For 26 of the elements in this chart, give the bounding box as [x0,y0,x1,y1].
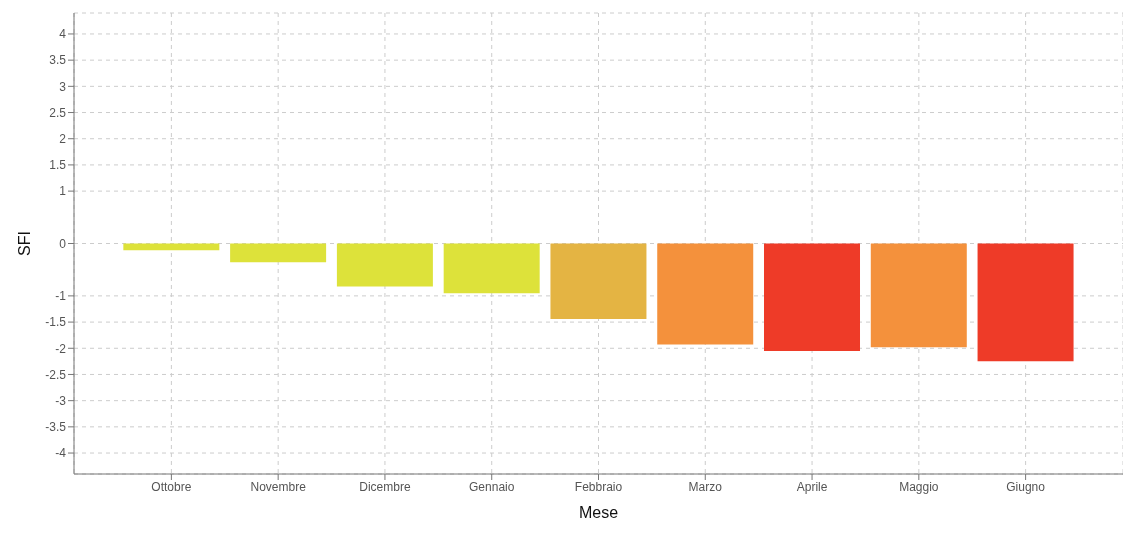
x-tick-label: Novembre [250,479,307,494]
x-tick-label: Maggio [899,479,939,494]
y-tick-label: -2.5 [45,367,67,382]
x-tick-label: Ottobre [151,479,192,494]
y-tick-label: 2.5 [49,105,67,120]
y-tick-label: -1 [55,289,67,304]
x-tick-label: Gennaio [469,479,515,494]
y-tick-label: 0 [59,236,67,251]
y-tick-label: 3.5 [49,53,67,68]
x-tick-label: Dicembre [359,479,411,494]
x-tick-label: Febbraio [574,479,623,494]
y-tick-label: 1 [59,184,67,199]
y-tick-label: -3.5 [45,420,67,435]
x-tick-label: Marzo [688,479,723,494]
y-tick-label: 2 [59,131,67,146]
y-tick-label: -4 [55,446,67,461]
y-tick-label: 3 [59,79,67,94]
y-tick-label: 1.5 [49,158,67,173]
x-axis-title: Mese [578,504,619,521]
y-tick-label: -3 [55,393,67,408]
y-tick-label: 4 [59,27,67,42]
y-tick-label: -2 [55,341,67,356]
x-tick-label: Giugno [1006,479,1046,494]
y-axis-title: SFI [15,231,33,256]
x-tick-label: Aprile [796,479,828,494]
y-tick-label: -1.5 [45,315,67,330]
